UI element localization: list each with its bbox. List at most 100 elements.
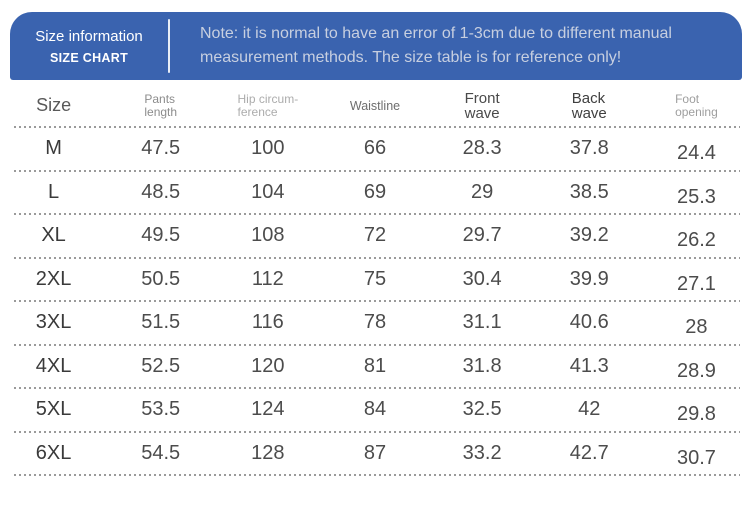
cell-foot-opening: 26.2 — [676, 229, 716, 252]
cell-front-wave: 31.1 — [462, 311, 502, 334]
column-header-label: length — [144, 104, 178, 119]
cell-front-wave: 28.3 — [462, 137, 502, 160]
table-row: 2XL 50.5 112 75 30.4 39.9 27.1 — [0, 259, 750, 301]
column-header-foot-opening: Foot opening — [643, 91, 750, 119]
banner-title-block: Size information SIZE CHART — [10, 28, 168, 65]
cell-pants-length: 52.5 — [141, 354, 181, 377]
table-row: XL 49.5 108 72 29.7 39.2 26.2 — [0, 215, 750, 257]
row-divider — [14, 474, 740, 476]
column-header-hip-circumference: Hip circum-ference — [214, 91, 321, 119]
cell-back-wave: 37.8 — [569, 137, 609, 160]
column-header-label: Front — [464, 89, 500, 107]
column-header-waistline: Waistline — [321, 98, 428, 113]
cell-size: M — [45, 137, 62, 160]
cell-size: 3XL — [35, 311, 72, 334]
column-header-label: Pants — [144, 91, 176, 106]
row-divider — [14, 300, 740, 302]
cell-foot-opening: 27.1 — [676, 272, 716, 295]
row-divider — [14, 169, 740, 172]
column-header-size: Size — [0, 95, 107, 117]
cell-waistline: 69 — [363, 180, 387, 203]
cell-back-wave: 39.2 — [569, 224, 609, 247]
cell-waistline: 87 — [363, 441, 387, 464]
column-header-label: wave — [571, 104, 607, 122]
cell-waistline: 81 — [363, 354, 387, 377]
cell-pants-length: 51.5 — [141, 311, 181, 334]
cell-hip-circumference: 116 — [251, 311, 284, 334]
cell-back-wave: 38.5 — [569, 180, 609, 203]
cell-front-wave: 31.8 — [462, 354, 502, 377]
cell-front-wave: 29 — [471, 180, 494, 203]
size-table: Size Pants length Hip circum-ference Wais… — [0, 85, 750, 476]
table-row: M 47.5 100 66 28.3 37.8 24.4 — [0, 128, 750, 170]
size-chart-banner: Size information SIZE CHART Note: it is … — [10, 12, 742, 80]
cell-pants-length: 53.5 — [141, 398, 181, 421]
cell-size: 6XL — [35, 441, 72, 464]
cell-hip-circumference: 100 — [251, 137, 285, 160]
cell-hip-circumference: 104 — [251, 180, 285, 203]
cell-foot-opening: 29.8 — [676, 403, 716, 426]
cell-hip-circumference: 112 — [251, 267, 284, 290]
cell-hip-circumference: 124 — [251, 398, 285, 421]
column-header-label: Size — [36, 95, 72, 116]
column-header-label: opening — [675, 104, 718, 119]
cell-back-wave: 42 — [578, 398, 601, 421]
table-header-row: Size Pants length Hip circum-ference Wais… — [0, 85, 750, 126]
row-divider — [14, 126, 740, 128]
banner-subtitle: SIZE CHART — [50, 50, 128, 65]
cell-hip-circumference: 128 — [251, 441, 285, 464]
cell-waistline: 66 — [363, 137, 387, 160]
cell-foot-opening: 25.3 — [676, 185, 716, 208]
row-divider — [14, 343, 740, 346]
cell-foot-opening: 28 — [685, 316, 708, 339]
banner-note: Note: it is normal to have an error of 1… — [200, 25, 672, 66]
column-header-label: Hip circum- — [237, 91, 299, 106]
cell-waistline: 72 — [363, 224, 387, 247]
cell-pants-length: 54.5 — [141, 441, 181, 464]
row-divider — [14, 387, 740, 389]
cell-hip-circumference: 108 — [251, 224, 285, 247]
cell-foot-opening: 30.7 — [676, 446, 716, 469]
cell-front-wave: 29.7 — [462, 224, 502, 247]
cell-waistline: 78 — [363, 311, 387, 334]
cell-size: L — [48, 180, 60, 203]
cell-size: XL — [41, 224, 66, 247]
cell-pants-length: 48.5 — [141, 180, 181, 203]
cell-waistline: 84 — [363, 398, 387, 421]
cell-waistline: 75 — [363, 267, 387, 290]
column-header-label: Foot — [675, 91, 700, 106]
row-divider — [14, 213, 740, 215]
table-row: 3XL 51.5 116 78 31.1 40.6 28 — [0, 302, 750, 344]
row-divider — [14, 430, 740, 433]
cell-back-wave: 40.6 — [569, 311, 609, 334]
column-header-front-wave: Front wave — [429, 91, 536, 121]
column-header-label: wave — [464, 104, 500, 122]
cell-hip-circumference: 120 — [251, 354, 285, 377]
table-row: 4XL 52.5 120 81 31.8 41.3 28.9 — [0, 346, 750, 388]
column-header-label: ference — [237, 104, 278, 119]
cell-size: 5XL — [35, 398, 72, 421]
cell-pants-length: 50.5 — [141, 267, 181, 290]
cell-foot-opening: 24.4 — [676, 142, 716, 165]
column-header-back-wave: Back wave — [536, 91, 643, 121]
banner-title: Size information — [35, 27, 143, 45]
column-header-label: Back — [571, 89, 606, 107]
cell-size: 2XL — [35, 267, 72, 290]
cell-front-wave: 30.4 — [462, 267, 502, 290]
cell-back-wave: 42.7 — [569, 441, 609, 464]
cell-pants-length: 47.5 — [141, 137, 181, 160]
banner-divider — [168, 19, 170, 73]
row-divider — [14, 256, 740, 259]
table-row: 5XL 53.5 124 84 32.5 42 29.8 — [0, 389, 750, 431]
cell-pants-length: 49.5 — [141, 224, 181, 247]
column-header-pants-length: Pants length — [107, 91, 214, 119]
cell-back-wave: 39.9 — [569, 267, 609, 290]
cell-back-wave: 41.3 — [569, 354, 609, 377]
cell-front-wave: 32.5 — [462, 398, 502, 421]
cell-foot-opening: 28.9 — [676, 359, 716, 382]
column-header-label: Waistline — [349, 98, 401, 113]
table-row: 6XL 54.5 128 87 33.2 42.7 30.7 — [0, 433, 750, 475]
table-row: L 48.5 104 69 29 38.5 25.3 — [0, 172, 750, 214]
cell-front-wave: 33.2 — [462, 441, 502, 464]
cell-size: 4XL — [35, 354, 72, 377]
